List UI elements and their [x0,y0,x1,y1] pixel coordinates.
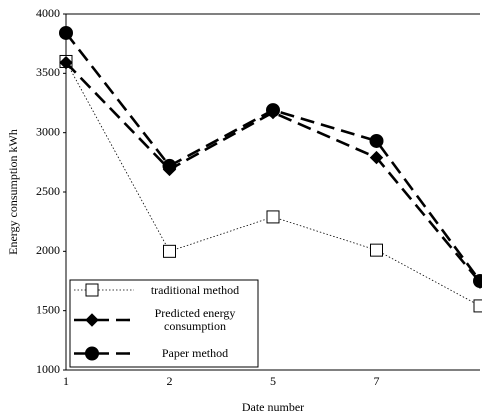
marker [266,210,280,224]
legend-label-box: traditional method [150,282,240,297]
x-tick-label: 2 [167,374,173,388]
legend-label-box: Predicted energy consumption [154,306,236,333]
marker [59,25,73,40]
marker [473,274,482,288]
series-line [65,61,481,307]
legend-marker [85,283,99,297]
y-tick-label: 1500 [36,302,60,316]
series-line [64,32,482,282]
x-tick-label: 7 [374,374,380,388]
marker [266,103,280,118]
marker [85,283,99,297]
marker [369,133,384,148]
y-tick-label: 1000 [36,362,60,376]
y-tick-label: 3500 [36,65,60,79]
legend-marker [85,346,99,361]
y-tick-label: 2000 [36,243,60,257]
x-tick-label: 5 [270,374,276,388]
series-line [65,61,482,284]
marker [162,158,177,173]
legend-marker [85,313,99,327]
legend-label: Paper method [161,346,229,360]
marker [370,243,383,257]
marker [85,313,99,327]
x-tick-label: 1 [63,374,69,388]
legend-label-box: Paper method [161,346,229,360]
y-tick-label: 4000 [36,6,60,20]
marker [163,244,176,258]
y-axis-title: Energy consumption kWh [6,129,20,255]
marker [85,346,99,361]
legend-label: Predicted energy consumption [154,306,236,333]
marker [473,299,482,313]
x-axis-title: Date number [242,400,304,414]
y-tick-label: 2500 [36,184,60,198]
legend-label: traditional method [150,282,240,297]
marker [59,55,73,70]
marker [369,150,384,165]
y-tick-label: 3000 [36,124,60,138]
